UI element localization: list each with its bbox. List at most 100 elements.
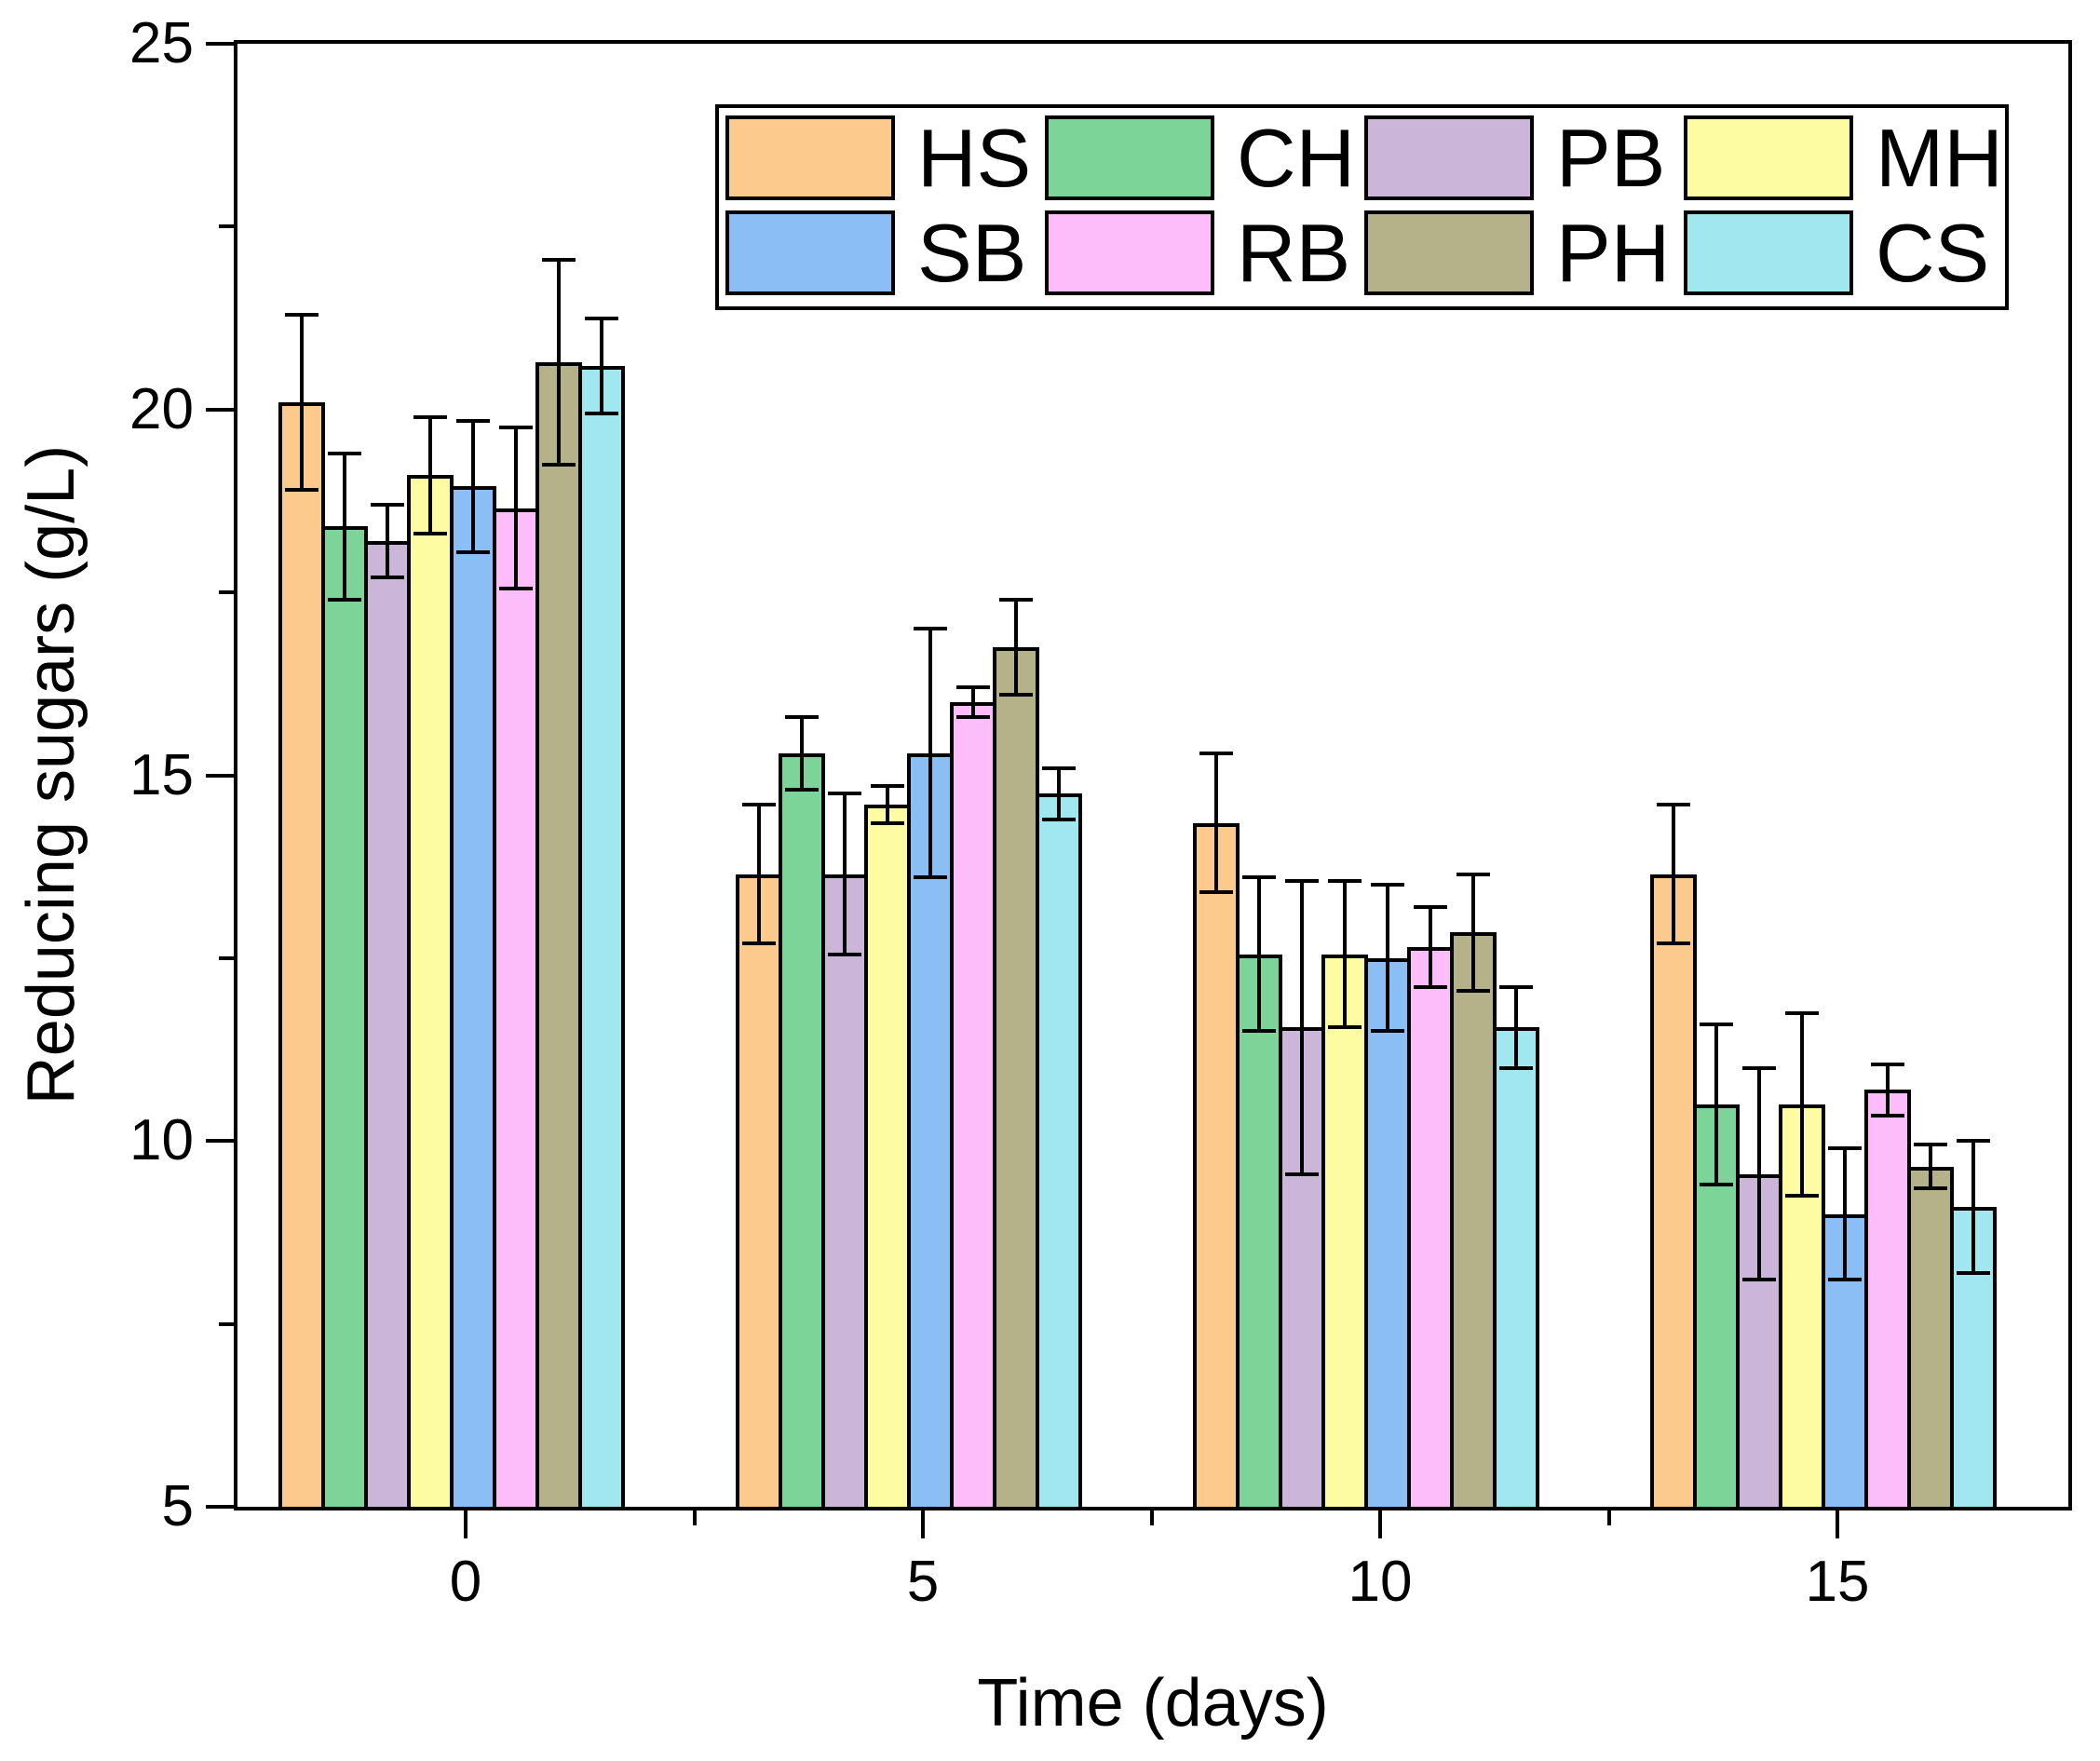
bar-HS-day5 bbox=[736, 874, 782, 1507]
errorbar-CS-day0 bbox=[600, 318, 603, 413]
errorbar-CH-day15 bbox=[1714, 1023, 1718, 1185]
bar-HS-day0 bbox=[278, 401, 325, 1507]
legend-label-CS: CS bbox=[1876, 207, 1990, 299]
errorbar-cap-bottom-HS-day0 bbox=[285, 488, 318, 493]
errorbar-PB-day15 bbox=[1757, 1067, 1761, 1280]
errorbar-cap-top-RB-day10 bbox=[1414, 904, 1447, 909]
errorbar-PH-day10 bbox=[1471, 874, 1475, 992]
y-tick-label-15: 15 bbox=[129, 742, 194, 807]
legend-label-MH: MH bbox=[1876, 112, 2003, 204]
legend-swatch-MH bbox=[1684, 115, 1853, 200]
errorbar-cap-bottom-CH-day5 bbox=[785, 788, 819, 792]
errorbar-cap-bottom-PH-day15 bbox=[1914, 1186, 1947, 1191]
bar-MH-day0 bbox=[407, 475, 454, 1507]
x-minor-tick-7.5 bbox=[1149, 1510, 1154, 1525]
x-minor-tick-2.5 bbox=[692, 1510, 697, 1525]
errorbar-cap-bottom-RB-day0 bbox=[499, 587, 533, 591]
errorbar-cap-top-RB-day15 bbox=[1871, 1062, 1904, 1066]
y-minor-tick-7.5 bbox=[219, 1321, 234, 1326]
bar-CS-day0 bbox=[578, 365, 625, 1507]
errorbar-MH-day10 bbox=[1343, 881, 1347, 1028]
errorbar-cap-bottom-PH-day10 bbox=[1456, 989, 1490, 994]
y-major-tick-25 bbox=[206, 42, 234, 46]
errorbar-cap-bottom-MH-day0 bbox=[413, 532, 447, 536]
errorbar-HS-day0 bbox=[300, 314, 304, 491]
errorbar-cap-top-PH-day15 bbox=[1914, 1143, 1947, 1147]
errorbar-cap-bottom-CH-day15 bbox=[1700, 1183, 1733, 1187]
legend-label-PH: PH bbox=[1556, 207, 1671, 299]
bar-PH-day5 bbox=[993, 647, 1039, 1507]
y-minor-tick-22.5 bbox=[219, 224, 234, 229]
errorbar-cap-bottom-SB-day15 bbox=[1828, 1278, 1862, 1282]
bar-CH-day5 bbox=[779, 752, 825, 1507]
errorbar-RB-day5 bbox=[971, 687, 975, 717]
bar-HS-day15 bbox=[1650, 874, 1697, 1507]
errorbar-cap-top-PB-day10 bbox=[1285, 879, 1319, 884]
errorbar-RB-day0 bbox=[514, 427, 518, 589]
bar-RB-day5 bbox=[950, 701, 996, 1507]
errorbar-cap-top-CS-day10 bbox=[1499, 985, 1533, 990]
y-minor-tick-17.5 bbox=[219, 590, 234, 595]
errorbar-SB-day15 bbox=[1843, 1148, 1847, 1280]
legend-swatch-SB bbox=[725, 210, 895, 295]
errorbar-HS-day10 bbox=[1214, 752, 1218, 893]
errorbar-cap-bottom-MH-day15 bbox=[1785, 1194, 1819, 1199]
errorbar-PH-day5 bbox=[1014, 599, 1018, 696]
errorbar-cap-bottom-PB-day15 bbox=[1742, 1278, 1776, 1282]
y-tick-label-20: 20 bbox=[129, 376, 194, 441]
bar-RB-day15 bbox=[1864, 1090, 1911, 1507]
errorbar-cap-top-PH-day5 bbox=[999, 597, 1033, 602]
errorbar-HS-day15 bbox=[1672, 804, 1675, 944]
errorbar-cap-top-SB-day15 bbox=[1828, 1146, 1862, 1151]
errorbar-CH-day10 bbox=[1257, 877, 1261, 1032]
errorbar-cap-bottom-CH-day10 bbox=[1242, 1029, 1276, 1034]
errorbar-cap-top-CH-day10 bbox=[1242, 875, 1276, 880]
y-major-tick-20 bbox=[206, 407, 234, 412]
x-tick-label-5: 5 bbox=[906, 1550, 940, 1614]
legend-label-RB: RB bbox=[1237, 207, 1351, 299]
y-major-tick-5 bbox=[206, 1505, 234, 1509]
y-tick-label-5: 5 bbox=[161, 1474, 194, 1538]
errorbar-cap-top-CH-day0 bbox=[328, 451, 361, 455]
legend-swatch-CH bbox=[1045, 115, 1214, 200]
bar-PH-day15 bbox=[1907, 1166, 1954, 1507]
errorbar-cap-top-HS-day0 bbox=[285, 312, 318, 317]
x-major-tick-15 bbox=[1836, 1510, 1839, 1538]
errorbar-cap-bottom-PB-day5 bbox=[828, 952, 861, 956]
bar-HS-day10 bbox=[1193, 822, 1240, 1507]
bar-SB-day0 bbox=[450, 486, 496, 1507]
legend-label-SB: SB bbox=[917, 207, 1027, 299]
errorbar-CH-day5 bbox=[800, 716, 804, 791]
bar-CS-day10 bbox=[1493, 1027, 1539, 1507]
bar-CH-day0 bbox=[321, 526, 368, 1507]
errorbar-cap-top-CH-day15 bbox=[1700, 1022, 1733, 1026]
errorbar-cap-top-SB-day5 bbox=[914, 627, 947, 631]
bar-CS-day5 bbox=[1036, 793, 1082, 1507]
legend-swatch-PB bbox=[1364, 115, 1534, 200]
errorbar-cap-bottom-RB-day10 bbox=[1414, 985, 1447, 990]
errorbar-cap-top-PH-day10 bbox=[1456, 872, 1490, 876]
x-major-tick-10 bbox=[1378, 1510, 1382, 1538]
errorbar-cap-top-CH-day5 bbox=[785, 714, 819, 719]
errorbar-CS-day10 bbox=[1514, 987, 1518, 1068]
x-minor-tick-12.5 bbox=[1606, 1510, 1611, 1525]
errorbar-CS-day15 bbox=[1971, 1141, 1975, 1273]
errorbar-cap-top-MH-day10 bbox=[1328, 879, 1362, 884]
bar-PH-day0 bbox=[535, 361, 582, 1507]
legend-swatch-HS bbox=[725, 115, 895, 200]
errorbar-cap-bottom-CS-day15 bbox=[1957, 1270, 1990, 1275]
errorbar-cap-top-CS-day15 bbox=[1957, 1139, 1990, 1144]
bar-SB-day10 bbox=[1364, 957, 1411, 1507]
errorbar-cap-bottom-SB-day0 bbox=[456, 549, 490, 554]
errorbar-cap-bottom-PH-day5 bbox=[999, 693, 1033, 698]
errorbar-HS-day5 bbox=[757, 804, 761, 944]
errorbar-PB-day10 bbox=[1300, 881, 1304, 1174]
legend-label-PB: PB bbox=[1556, 112, 1666, 204]
errorbar-cap-top-HS-day15 bbox=[1657, 802, 1690, 806]
errorbar-CS-day5 bbox=[1057, 767, 1061, 820]
errorbar-PB-day5 bbox=[843, 793, 847, 955]
errorbar-SB-day5 bbox=[928, 629, 932, 878]
legend-box: HS CH PB MH SB RB PH CS bbox=[715, 104, 2009, 310]
errorbar-RB-day15 bbox=[1886, 1063, 1890, 1116]
